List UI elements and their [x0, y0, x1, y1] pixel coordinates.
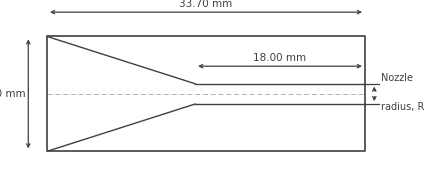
Text: 8.50 mm: 8.50 mm — [0, 89, 25, 99]
Text: radius, R: radius, R — [381, 102, 424, 112]
Text: 33.70 mm: 33.70 mm — [179, 0, 233, 9]
Text: 18.00 mm: 18.00 mm — [254, 53, 307, 63]
Text: Nozzle: Nozzle — [381, 73, 413, 83]
